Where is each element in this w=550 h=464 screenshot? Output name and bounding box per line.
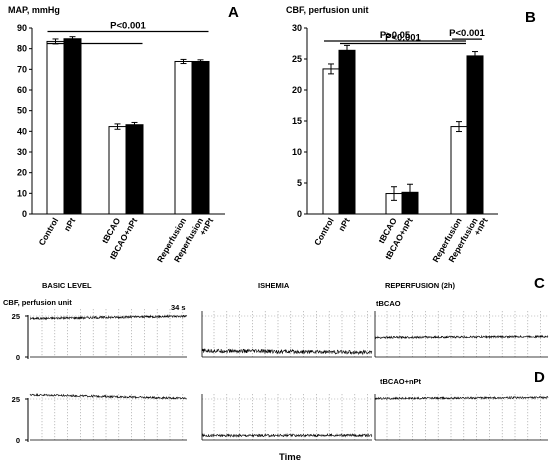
trace-time-scale: 34 s [171,303,186,312]
trace-ylabel: CBF, perfusion unit [3,298,72,307]
significance-label: P<0.001 [110,21,146,32]
panel-d-letter: D [534,369,545,386]
y-tick-label: 20 [292,85,302,95]
trace-signal [201,348,373,356]
trace-signal [29,314,188,321]
trace-title-basic: BASIC LEVEL [42,281,92,290]
y-tick-label: 30 [17,147,27,157]
panel-c-letter: C [534,275,545,292]
trace-signal [29,393,188,400]
trace-row-d: 0 25 [12,393,549,445]
category-label: Control [312,216,336,247]
bar-reperfusion [450,126,468,215]
panel-a-ylabel: MAP, mmHg [8,5,60,15]
trace-y-tick-label: 0 [16,353,20,362]
category-label: Control [36,216,60,247]
bar-reperfusion [174,60,193,215]
y-tick-label: 0 [297,209,302,219]
trace-signal [201,432,373,438]
y-tick-label: 30 [292,23,302,33]
y-tick-label: 10 [17,188,27,198]
bar-npt [338,49,356,215]
y-tick-label: 10 [292,147,302,157]
trace-row-c: 0 25 [12,309,549,362]
y-tick-label: 60 [17,85,27,95]
y-tick-label: 5 [297,178,302,188]
significance-label: P<0.001 [385,33,421,44]
trace-y-tick-label: 25 [12,312,20,321]
trace-y-tick-label: 0 [16,436,20,445]
bar-tbcao-npt [125,124,144,215]
bar-npt [63,38,82,215]
panel-b-ylabel: CBF, perfusion unit [286,5,369,15]
y-tick-label: 15 [292,116,302,126]
trace-title-reperfusion: REPERFUSION (2h) [385,281,456,290]
significance-label: P<0.001 [449,28,485,39]
panel-a-letter: A [228,4,239,21]
y-tick-label: 0 [22,209,27,219]
bar-reperfusion-npt [466,55,484,215]
trace-signal [374,334,549,340]
bar-reperfusion-npt [191,60,210,215]
significance-label: P>0.05 [380,30,411,41]
y-tick-label: 80 [17,44,27,54]
trace-title-ischemia: ISHEMIA [258,281,290,290]
bar-control [322,68,340,215]
trace-y-tick-label: 25 [12,395,20,404]
trace-row-c-label: tBCAO [376,299,401,308]
y-tick-label: 20 [17,168,27,178]
trace-signal [374,395,549,401]
y-tick-label: 70 [17,64,27,74]
category-label: nPt [336,216,352,233]
y-tick-label: 90 [17,23,27,33]
category-label: nPt [62,216,78,233]
trace-xlabel: Time [279,452,301,463]
bar-tbcao [108,126,127,215]
y-tick-label: 40 [17,126,27,136]
y-tick-label: 50 [17,106,27,116]
bar-control [46,40,65,215]
panel-b-letter: B [525,9,536,26]
trace-row-d-label: tBCAO+nPt [380,377,422,386]
y-tick-label: 25 [292,54,302,64]
